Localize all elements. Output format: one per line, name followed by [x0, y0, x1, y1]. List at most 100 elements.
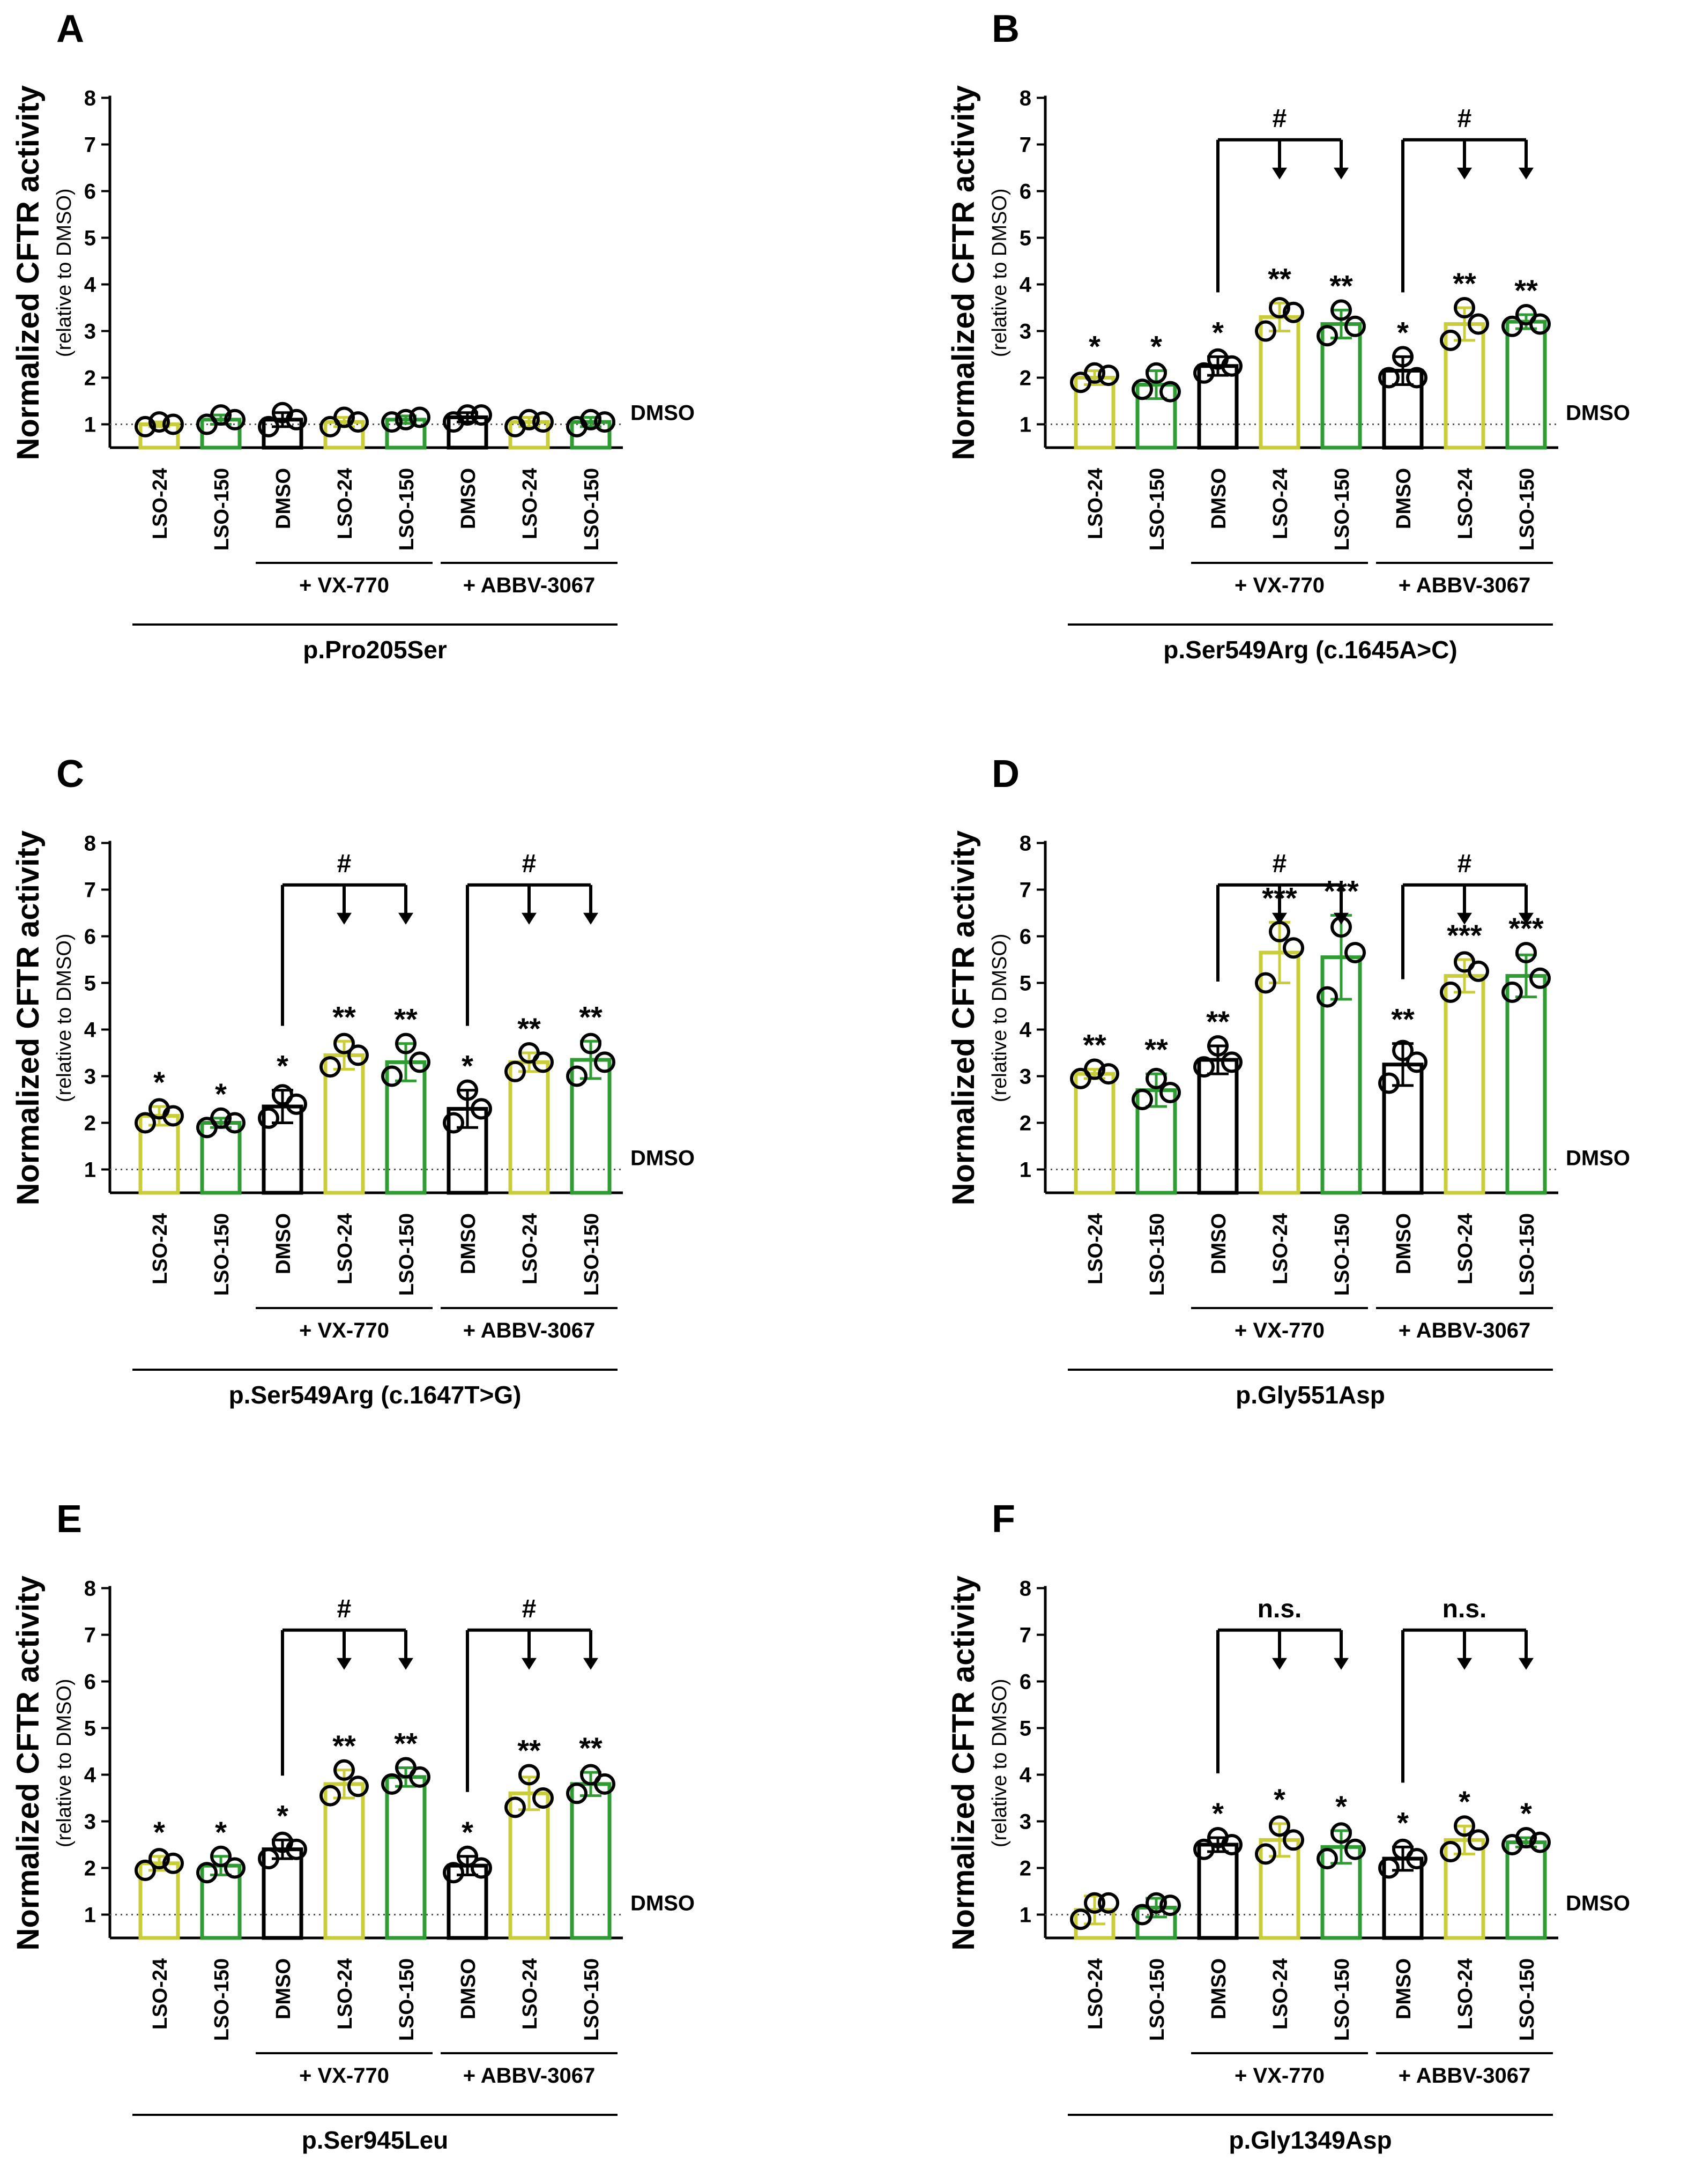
panel-b: B Normalized CFTR activity (relative to DM… [946, 8, 1630, 664]
significance-stars: ** [517, 1012, 541, 1045]
y-tick-label: 1 [84, 1158, 96, 1182]
x-category-label: DMSO [272, 1958, 295, 2019]
bracket-arrowhead [337, 912, 352, 925]
y-tick-label: 3 [84, 320, 96, 344]
y-tick-label: 7 [1020, 1624, 1031, 1647]
data-point [1330, 299, 1352, 321]
y-tick-label: 4 [84, 1019, 96, 1042]
y-tick-label: 6 [1020, 925, 1031, 949]
significance-stars: ** [1514, 273, 1538, 307]
panel-e: E Normalized CFTR activity (relative to DM… [11, 1498, 695, 2154]
data-point [333, 406, 355, 428]
data-point [1529, 313, 1551, 335]
x-category-label: LSO-150 [211, 1213, 233, 1296]
bracket-arrowhead [583, 912, 598, 925]
data-point [1221, 355, 1243, 377]
y-tick-label: 5 [1020, 972, 1031, 996]
data-point [210, 404, 232, 426]
data-point [347, 1044, 369, 1066]
data-point [532, 411, 554, 433]
x-category-label: LSO-150 [1516, 1213, 1538, 1296]
bracket-label: # [337, 1595, 352, 1623]
data-point [1193, 362, 1215, 384]
data-point [1084, 1058, 1105, 1080]
data-point [1529, 967, 1551, 989]
data-point [1344, 1838, 1366, 1860]
data-point [1406, 1051, 1427, 1073]
y-tick-label: 4 [84, 1764, 96, 1787]
data-point [457, 1079, 478, 1101]
data-point [1317, 1848, 1338, 1870]
x-category-label: DMSO [272, 468, 295, 529]
data-point [224, 1112, 246, 1134]
panel-f: F Normalized CFTR activity (relative to DM… [946, 1498, 1630, 2154]
bar [1505, 974, 1547, 1195]
x-category-label: DMSO [457, 1213, 480, 1274]
bracket-label: # [1458, 105, 1472, 133]
data-point [1146, 1892, 1167, 1914]
significance-stars: * [215, 1815, 227, 1849]
data-point [258, 1107, 279, 1129]
mutation-label: p.Pro205Ser [303, 636, 447, 664]
x-category-label: LSO-150 [1146, 1958, 1169, 2041]
data-point [1468, 960, 1489, 982]
significance-stars: * [153, 1065, 165, 1099]
data-point [210, 1845, 232, 1867]
panel-c: C Normalized CFTR activity (relative to DM… [11, 753, 695, 1409]
data-point [1406, 367, 1427, 389]
x-category-label: LSO-150 [1331, 1958, 1354, 2041]
y-tick-label: 5 [84, 972, 96, 996]
bracket-arrowhead [1272, 167, 1287, 180]
data-point [1454, 1815, 1475, 1837]
group-label: + ABBV-3067 [463, 1319, 595, 1342]
y-axis-subtitle: (relative to DMSO) [988, 1678, 1011, 1847]
bar [1197, 364, 1239, 450]
group-label: + VX-770 [1235, 574, 1325, 597]
significance-stars: ** [579, 1000, 603, 1034]
bracket-label: # [337, 850, 352, 878]
y-axis-title: Normalized CFTR activity [946, 830, 981, 1205]
y-axis-subtitle: (relative to DMSO) [53, 933, 76, 1102]
data-point [1159, 1081, 1181, 1103]
group-label: + ABBV-3067 [1399, 1319, 1530, 1342]
data-point [1146, 362, 1167, 384]
y-tick-label: 4 [1020, 273, 1032, 297]
y-tick-label: 8 [1020, 1577, 1031, 1601]
bar [138, 1113, 180, 1195]
data-point [135, 1859, 156, 1881]
mutation-label: p.Ser549Arg (c.1647T>G) [229, 1381, 522, 1409]
x-category-label: DMSO [1208, 468, 1230, 529]
bracket-arrowhead [1457, 912, 1472, 925]
significance-stars: ** [332, 1729, 356, 1763]
data-point [1515, 941, 1537, 963]
data-point [1098, 1063, 1119, 1085]
x-category-label: LSO-150 [396, 1958, 418, 2041]
x-category-label: LSO-150 [581, 1213, 603, 1296]
x-category-label: LSO-150 [1516, 468, 1538, 551]
y-tick-label: 7 [1020, 133, 1031, 157]
bracket-arrowhead [1519, 1658, 1534, 1670]
bracket-arrowhead [1272, 912, 1287, 925]
data-point [286, 1838, 307, 1860]
x-category-label: LSO-150 [1331, 468, 1354, 551]
bracket-arrowhead [1457, 167, 1472, 180]
bracket-label: # [1458, 850, 1472, 878]
data-point [1132, 378, 1153, 400]
dmso-reference-label: DMSO [630, 1147, 695, 1170]
data-point [1070, 1908, 1091, 1930]
data-point [1440, 329, 1461, 351]
data-point [162, 1852, 184, 1874]
data-point [1501, 981, 1523, 1003]
y-tick-label: 5 [84, 227, 96, 250]
significance-stars: * [462, 1815, 473, 1849]
x-category-label: LSO-24 [519, 1213, 541, 1284]
significance-stars: * [153, 1815, 165, 1849]
data-point [1193, 1838, 1215, 1860]
x-category-label: LSO-150 [211, 1958, 233, 2041]
data-point [580, 1032, 601, 1054]
bracket-arrowhead [1334, 167, 1349, 180]
mutation-label: p.Ser945Leu [302, 2126, 449, 2154]
data-point [1283, 1829, 1304, 1851]
data-point [594, 1051, 615, 1073]
data-point [347, 411, 369, 433]
